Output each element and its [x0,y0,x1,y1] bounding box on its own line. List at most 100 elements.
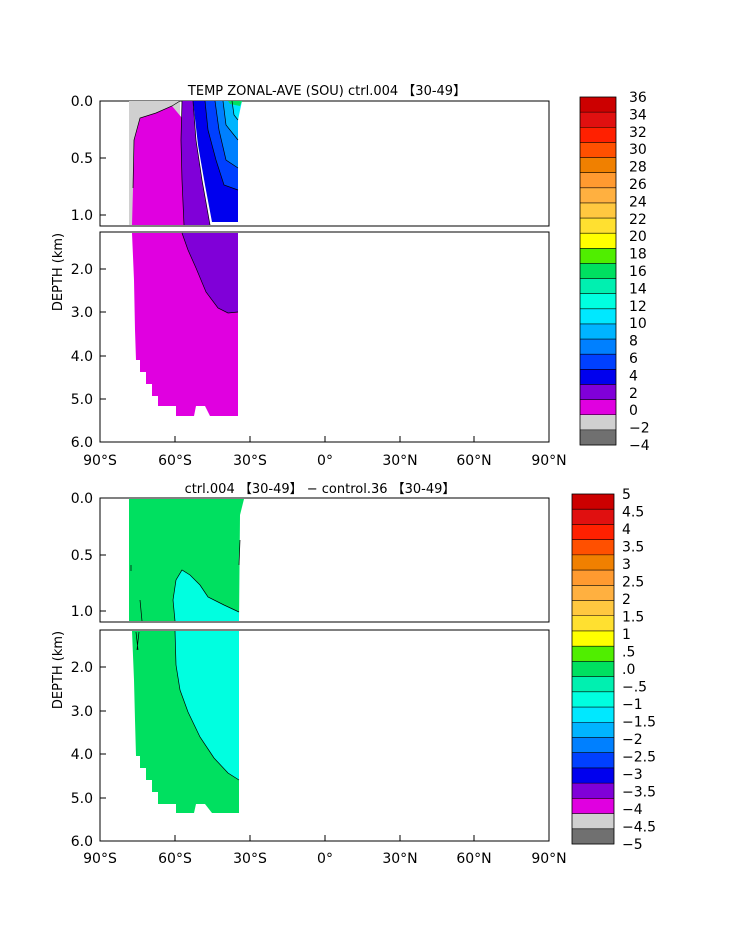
bottom-colorbar-swatch [572,661,614,677]
bottom-colorbar-label: 4.5 [622,505,644,521]
bottom-y-tick-1: 0.5 [71,548,93,564]
bottom-colorbar-swatch [572,737,614,753]
top-colorbar-swatch [580,354,616,370]
top-upper-frame [99,100,550,227]
top-colorbar-swatch [580,172,616,189]
top-y-label: DEPTH (km) [51,233,66,311]
bottom-colorbar-label: 2 [622,592,631,608]
top-colorbar-swatch [580,339,616,355]
bottom-y-tick-0: 0.0 [71,491,93,507]
top-colorbar-swatch [580,429,616,446]
top-field-zero-to-two [132,106,184,225]
top-colorbar-label: 28 [629,160,647,176]
bottom-colorbar-label: −3 [622,767,643,783]
bottom-colorbar-swatch [572,524,614,540]
top-colorbar-label: 24 [629,194,647,210]
top-colorbar-swatch [580,414,616,431]
top-title: TEMP ZONAL-AVE (SOU) ctrl.004 【30-49】 [187,84,466,99]
bottom-colorbar-swatch [572,691,614,708]
bottom-colorbar-label: −4 [622,802,643,818]
bottom-colorbar-swatch [572,798,614,814]
top-colorbar-border [579,96,617,446]
bottom-colorbar-label: −1.5 [622,715,656,731]
top-colorbar-label: 18 [629,247,647,263]
top-colorbar-swatch [580,218,616,234]
bottom-colorbar-label: 3 [622,557,631,573]
bottom-upper-field [129,499,244,622]
top-colorbar-label: 2 [629,386,638,402]
top-colorbar-swatch [580,97,616,113]
top-field-eight-to-ten [215,101,238,168]
bottom-upper-frame [99,497,550,623]
top-x-tick-6: 90°N [531,453,566,469]
top-y-tick-7: 6.0 [71,435,93,451]
bottom-colorbar-label: −2 [622,732,643,748]
bottom-colorbar-label: 5 [622,487,631,503]
top-y-tick-4: 3.0 [71,305,93,321]
top-field-deep-contour [181,232,239,314]
bottom-title: ctrl.004 【30-49】 − control.36 【30-49】 [185,482,456,497]
top-colorbar-swatch [580,263,616,279]
bottom-colorbar-swatch [572,570,614,586]
bottom-colorbar-label: −1 [622,697,643,713]
top-y-tick-0: 0.0 [71,94,93,110]
top-x-tick-5: 60°N [456,453,491,469]
bottom-colorbar-swatch [572,539,614,556]
top-colorbar-swatch [580,248,616,264]
top-colorbar-label: 34 [629,107,647,123]
top-colorbar-swatch [580,308,616,325]
top-x-tick-2: 30°S [233,453,267,469]
top-y-tick-2: 1.0 [71,208,93,224]
top-y-tick-1: 0.5 [71,151,93,167]
top-y-axis: 0.0 0.5 1.0 2.0 3.0 4.0 5.0 6.0 DEPTH (k… [51,94,106,451]
top-field-zero-contour [132,100,181,189]
bottom-colorbar-label: −5 [622,837,643,853]
bottom-colorbar-border [571,493,615,845]
bottom-colorbar-label: −2.5 [622,750,656,766]
bottom-y-tick-5: 4.0 [71,747,93,763]
bottom-x-tick-6: 90°N [531,851,566,867]
top-colorbar-label: 8 [629,334,638,350]
top-lower-field [132,232,239,416]
bottom-colorbar-swatch [572,509,614,525]
top-colorbar-label: 6 [629,351,638,367]
top-colorbar-swatch [580,323,616,340]
bottom-colorbar-label: .5 [622,645,635,661]
top-colorbar-label: 4 [629,368,638,384]
bottom-y-tick-4: 3.0 [71,704,93,720]
bottom-y-tick-7: 6.0 [71,834,93,850]
bottom-colorbar-label: 3.5 [622,540,644,556]
top-colorbar-swatch [580,384,616,400]
top-colorbar-label: 10 [629,316,647,332]
bottom-field-neg-half-to-zero [173,570,239,621]
bottom-field-zero-to-half [129,499,244,621]
top-colorbar-swatch [580,369,616,385]
top-field-deep-two-to-four [182,233,238,313]
top-colorbar-label: 32 [629,125,647,141]
top-colorbar-swatch [580,399,616,416]
bottom-colorbar-swatch [572,600,614,617]
top-colorbar-swatch [580,142,616,158]
bottom-colorbar-label: −.5 [622,680,647,696]
bottom-colorbar-swatch [572,828,614,845]
bottom-field-deep-contours [135,630,240,781]
bottom-y-tick-6: 5.0 [71,791,93,807]
bottom-colorbar-swatch [572,615,614,632]
top-colorbar-label: 30 [629,142,647,158]
bottom-colorbar-label: 1.5 [622,610,644,626]
bottom-x-tick-1: 60°S [158,851,192,867]
top-colorbar-swatch [580,293,616,310]
bottom-x-tick-3: 0° [317,851,333,867]
top-colorbar-label: −2 [629,421,650,437]
bottom-colorbar-label: −4.5 [622,820,656,836]
bottom-colorbar-swatch [572,630,614,647]
top-colorbar-label: 36 [629,90,647,106]
top-x-tick-1: 60°S [158,453,192,469]
top-y-tick-3: 2.0 [71,262,93,278]
bottom-colorbar-swatch [572,813,614,830]
top-y-tick-5: 4.0 [71,349,93,365]
bottom-colorbar-label: 2.5 [622,575,644,591]
bottom-colorbar-swatch [572,585,614,601]
